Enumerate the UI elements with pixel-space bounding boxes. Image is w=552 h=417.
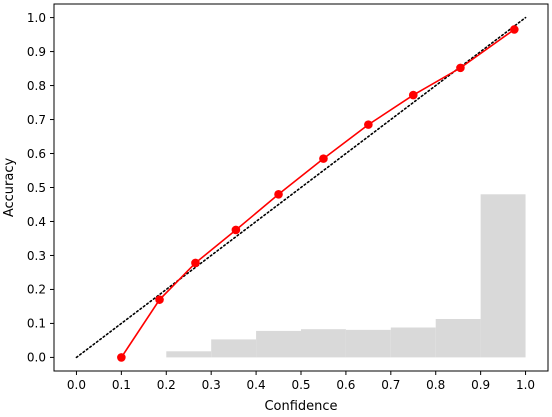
reliability-point-9	[510, 25, 519, 34]
x-tick-label-2: 0.2	[157, 378, 176, 392]
histogram-bar-2	[256, 330, 301, 358]
histogram-bar-0	[166, 351, 212, 358]
x-axis: 0.0 0.1 0.2 0.3 0.4 0.5 0.6 0.7 0.8 0.9 1.0	[67, 371, 535, 392]
reliability-point-2	[191, 258, 200, 268]
x-tick-label-5: 0.5	[291, 378, 310, 392]
y-tick-label-8: 0.8	[27, 79, 46, 93]
reliability-point-6	[364, 120, 373, 129]
x-tick-label-3: 0.3	[202, 378, 221, 392]
y-tick-label-7: 0.7	[27, 113, 46, 127]
reliability-curve-layer	[117, 25, 519, 362]
reliability-point-0	[117, 353, 126, 362]
histogram-bar-6	[435, 319, 481, 358]
y-tick-label-2: 0.2	[27, 283, 46, 297]
histogram-bar-7	[480, 194, 526, 358]
x-tick-label-9: 0.9	[471, 378, 490, 392]
x-tick-label-8: 0.8	[426, 378, 445, 392]
histogram-layer	[166, 194, 526, 358]
y-tick-label-6: 0.6	[27, 147, 46, 161]
perfect-calibration-line	[75, 16, 527, 359]
y-tick-label-1: 0.1	[27, 317, 46, 331]
histogram-bar-1	[211, 339, 257, 358]
y-axis-label: Accuracy	[2, 158, 17, 218]
reliability-point-5	[319, 154, 328, 163]
y-tick-label-5: 0.5	[27, 181, 46, 195]
x-axis-label: Confidence	[264, 399, 337, 413]
x-tick-label-10: 1.0	[516, 378, 535, 392]
x-tick-label-6: 0.6	[336, 378, 355, 392]
y-tick-label-0: 0.0	[27, 351, 46, 365]
x-tick-label-4: 0.4	[247, 378, 266, 392]
histogram-bar-3	[301, 329, 346, 358]
perfect-calibration-layer	[75, 16, 527, 359]
reliability-point-4	[274, 189, 283, 199]
y-tick-label-10: 1.0	[27, 11, 46, 25]
y-tick-label-4: 0.4	[27, 215, 46, 229]
reliability-point-3	[231, 225, 241, 235]
x-tick-label-1: 0.1	[112, 378, 131, 392]
histogram-bar-5	[390, 327, 436, 358]
reliability-point-7	[408, 90, 418, 100]
y-axis: 0.0 0.1 0.2 0.3 0.4 0.5 0.6 0.7 0.8 0.9 1.0	[27, 11, 54, 365]
reliability-point-8	[456, 63, 465, 73]
reliability-point-1	[155, 295, 164, 304]
x-tick-label-0: 0.0	[67, 378, 86, 392]
x-tick-label-7: 0.7	[381, 378, 400, 392]
y-tick-label-3: 0.3	[27, 249, 46, 263]
histogram-bar-4	[345, 329, 391, 358]
reliability-curve-line	[120, 28, 515, 358]
y-tick-label-9: 0.9	[27, 45, 46, 59]
